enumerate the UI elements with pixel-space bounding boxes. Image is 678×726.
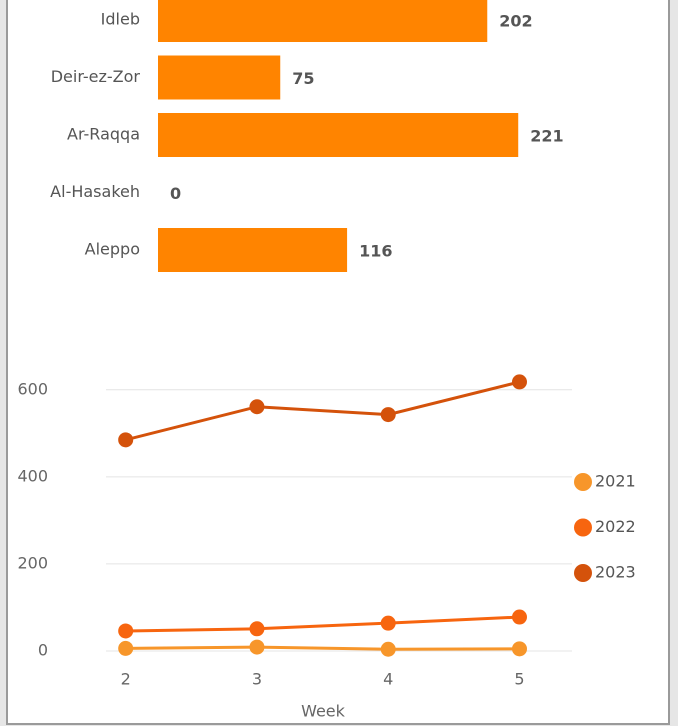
legend-label: 2021 (595, 472, 636, 491)
bar (158, 55, 281, 100)
x-tick-label: 4 (383, 670, 393, 689)
x-axis-title: Week (301, 702, 346, 721)
point (249, 399, 265, 415)
category-label: Aleppo (85, 240, 140, 259)
value-label: 202 (499, 12, 532, 31)
bar (158, 113, 519, 157)
category-label: Idleb (101, 10, 140, 29)
y-tick-label: 0 (38, 641, 48, 660)
legend-label: 2023 (595, 563, 636, 582)
y-tick-label: 400 (17, 466, 48, 485)
category-label: Ar-Raqqa (67, 125, 140, 144)
y-tick-label: 200 (17, 553, 48, 572)
series-line (125, 645, 520, 651)
category-label: Deir-ez-Zor (51, 67, 141, 86)
card (6, 0, 670, 725)
y-tick-label: 600 (17, 379, 48, 398)
point (249, 639, 265, 655)
value-label: 221 (530, 127, 563, 146)
x-tick-label: 3 (252, 670, 262, 689)
point (380, 641, 396, 657)
legend-swatch (574, 518, 592, 537)
value-label: 116 (359, 242, 392, 261)
legend-label: 2022 (595, 517, 636, 536)
point (380, 615, 396, 631)
series-line (125, 615, 520, 633)
point (118, 623, 134, 639)
category-label: Al-Hasakeh (50, 182, 140, 201)
point (118, 432, 134, 448)
point (380, 407, 396, 423)
x-tick-label: 5 (514, 670, 524, 689)
point (511, 374, 527, 390)
legend-swatch (574, 473, 592, 491)
x-tick-label: 2 (121, 670, 131, 689)
point (511, 609, 527, 625)
bar (158, 228, 348, 272)
point (118, 640, 134, 656)
point (249, 621, 265, 637)
value-label: 75 (292, 69, 314, 88)
legend-swatch (574, 564, 592, 582)
bar (158, 0, 488, 42)
value-label: 0 (170, 184, 181, 203)
series-line (125, 380, 520, 442)
point (511, 641, 527, 657)
